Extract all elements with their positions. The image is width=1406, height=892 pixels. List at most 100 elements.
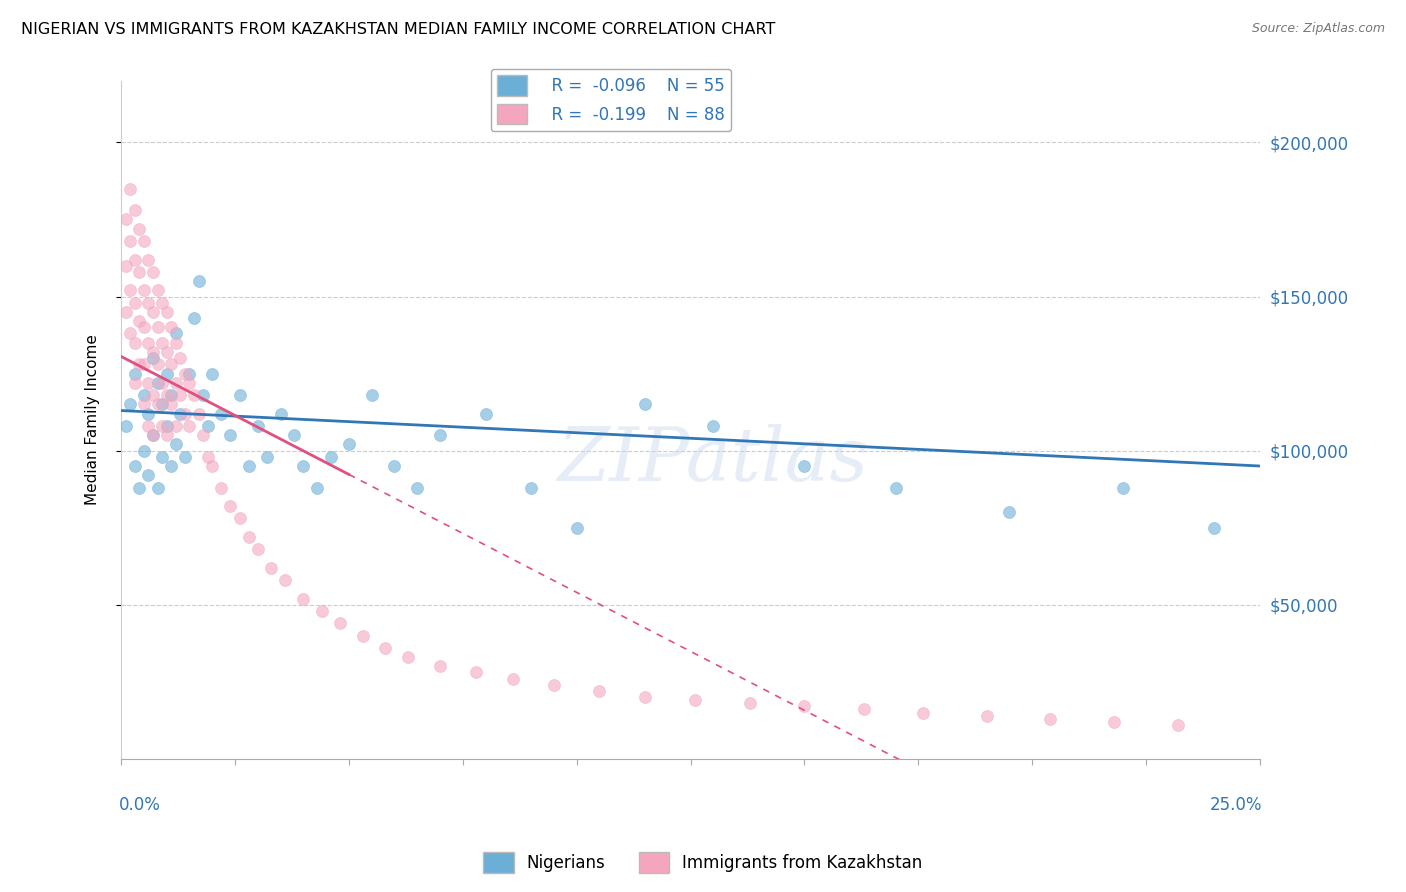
Text: NIGERIAN VS IMMIGRANTS FROM KAZAKHSTAN MEDIAN FAMILY INCOME CORRELATION CHART: NIGERIAN VS IMMIGRANTS FROM KAZAKHSTAN M…: [21, 22, 776, 37]
Point: [738, 696, 761, 710]
Point: [246, 419, 269, 434]
Point: [128, 481, 150, 495]
Point: [197, 419, 219, 434]
Point: [329, 616, 352, 631]
Point: [124, 295, 146, 310]
Point: [1102, 714, 1125, 729]
Point: [124, 203, 146, 218]
Point: [292, 458, 315, 473]
Point: [156, 367, 179, 381]
Point: [219, 428, 242, 442]
Point: [256, 450, 278, 464]
Point: [120, 397, 142, 411]
Point: [114, 212, 136, 227]
Point: [150, 335, 173, 350]
Point: [132, 234, 155, 248]
Point: [132, 388, 155, 402]
Point: [142, 428, 165, 442]
Point: [1167, 718, 1189, 732]
Point: [270, 407, 292, 421]
Point: [160, 357, 183, 371]
Point: [201, 367, 224, 381]
Point: [384, 458, 406, 473]
Point: [120, 181, 142, 195]
Legend: Nigerians, Immigrants from Kazakhstan: Nigerians, Immigrants from Kazakhstan: [477, 846, 929, 880]
Point: [165, 335, 187, 350]
Point: [396, 650, 419, 665]
Point: [114, 305, 136, 319]
Point: [124, 376, 146, 390]
Point: [165, 419, 187, 434]
Point: [138, 419, 160, 434]
Point: [543, 678, 565, 692]
Point: [128, 265, 150, 279]
Point: [169, 388, 191, 402]
Point: [132, 397, 155, 411]
Point: [465, 665, 488, 680]
Point: [187, 274, 209, 288]
Point: [191, 388, 214, 402]
Point: [128, 314, 150, 328]
Point: [128, 221, 150, 235]
Point: [124, 458, 146, 473]
Point: [146, 376, 169, 390]
Point: [165, 437, 187, 451]
Point: [319, 450, 342, 464]
Point: [146, 481, 169, 495]
Point: [142, 428, 165, 442]
Point: [191, 428, 214, 442]
Point: [1204, 521, 1226, 535]
Point: [142, 345, 165, 359]
Point: [360, 388, 382, 402]
Point: [219, 499, 242, 513]
Point: [160, 388, 183, 402]
Point: [634, 397, 657, 411]
Point: [128, 357, 150, 371]
Point: [565, 521, 588, 535]
Point: [150, 450, 173, 464]
Point: [114, 259, 136, 273]
Point: [174, 367, 197, 381]
Point: [274, 573, 297, 587]
Point: [124, 252, 146, 267]
Point: [588, 684, 610, 698]
Point: [150, 295, 173, 310]
Point: [976, 708, 998, 723]
Point: [150, 397, 173, 411]
Text: ZIPatlas: ZIPatlas: [558, 425, 869, 497]
Point: [911, 706, 934, 720]
Point: [142, 305, 165, 319]
Point: [156, 305, 179, 319]
Point: [165, 376, 187, 390]
Point: [183, 311, 205, 326]
Y-axis label: Median Family Income: Median Family Income: [86, 334, 100, 505]
Point: [260, 560, 283, 574]
Point: [179, 376, 201, 390]
Point: [352, 628, 374, 642]
Point: [283, 428, 305, 442]
Point: [146, 320, 169, 334]
Point: [132, 284, 155, 298]
Point: [138, 468, 160, 483]
Point: [146, 357, 169, 371]
Point: [138, 335, 160, 350]
Point: [793, 458, 815, 473]
Point: [337, 437, 360, 451]
Point: [160, 458, 183, 473]
Point: [474, 407, 496, 421]
Point: [146, 284, 169, 298]
Point: [138, 376, 160, 390]
Point: [169, 407, 191, 421]
Point: [160, 320, 183, 334]
Point: [246, 542, 269, 557]
Point: [998, 505, 1021, 519]
Point: [201, 458, 224, 473]
Text: 25.0%: 25.0%: [1209, 796, 1263, 814]
Point: [132, 357, 155, 371]
Point: [374, 640, 396, 655]
Point: [138, 407, 160, 421]
Point: [1112, 481, 1135, 495]
Point: [120, 326, 142, 341]
Point: [305, 481, 328, 495]
Point: [142, 265, 165, 279]
